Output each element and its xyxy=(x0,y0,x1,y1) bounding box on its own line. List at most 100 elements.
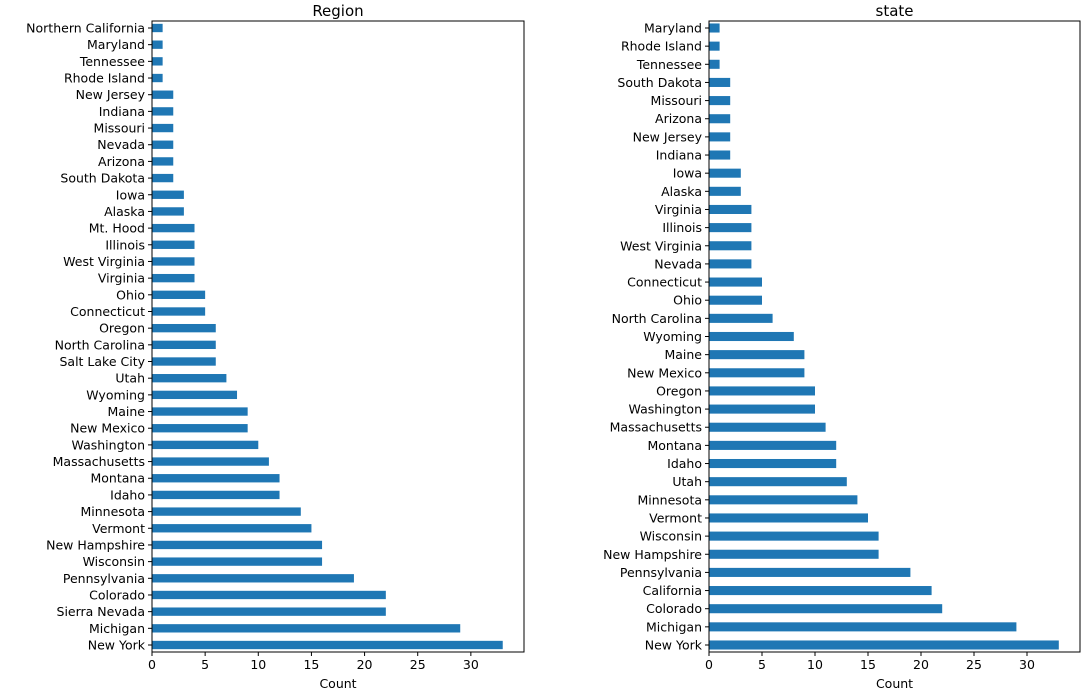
x-tick-label-region-15: 15 xyxy=(303,657,319,672)
bar-region-missouri xyxy=(152,123,174,133)
x-tick-label-region-30: 30 xyxy=(463,657,479,672)
bar-state-maryland xyxy=(709,23,720,33)
y-tick-label-state-indiana: Indiana xyxy=(656,148,702,163)
y-tick-label-region-wisconsin: Wisconsin xyxy=(83,554,145,569)
y-tick-label-region-minnesota: Minnesota xyxy=(80,504,145,519)
y-tick-label-region-missouri: Missouri xyxy=(94,121,145,136)
chart-state: New York Michigan Colorado California Pennsy… xyxy=(603,2,1081,691)
bar-state-rhode-island xyxy=(709,41,720,51)
x-tick-label-state-25: 25 xyxy=(966,657,982,672)
y-tick-label-state-wyoming: Wyoming xyxy=(643,329,702,344)
y-tick-label-region-wyoming: Wyoming xyxy=(86,387,145,402)
bar-state-new-jersey xyxy=(709,132,731,142)
bar-region-virginia xyxy=(152,273,195,283)
y-tick-label-state-maryland: Maryland xyxy=(644,21,702,36)
bar-region-mt-hood xyxy=(152,223,195,233)
x-tick-label-region-10: 10 xyxy=(250,657,266,672)
y-tick-label-state-washington: Washington xyxy=(629,402,702,417)
y-tick-label-state-missouri: Missouri xyxy=(651,93,702,108)
bar-state-minnesota xyxy=(709,495,858,505)
bar-region-new-jersey xyxy=(152,90,174,99)
y-tick-label-region-new-hampshire: New Hampshire xyxy=(46,537,145,552)
y-tick-label-state-massachusetts: Massachusetts xyxy=(610,420,702,435)
bar-state-ohio xyxy=(709,295,762,305)
y-tick-label-state-south-dakota: South Dakota xyxy=(617,75,702,90)
y-tick-label-state-iowa: Iowa xyxy=(673,166,702,181)
y-tick-label-state-montana: Montana xyxy=(648,438,703,453)
y-tick-label-region-indiana: Indiana xyxy=(99,104,145,119)
y-tick-label-state-wisconsin: Wisconsin xyxy=(640,529,702,544)
bar-state-south-dakota xyxy=(709,77,731,87)
y-tick-label-region-new-york: New York xyxy=(88,638,146,653)
x-tick-label-state-0: 0 xyxy=(705,657,713,672)
chart-title-region: Region xyxy=(312,2,363,20)
y-tick-label-region-south-dakota: South Dakota xyxy=(60,171,145,186)
bar-region-washington xyxy=(152,440,259,450)
bar-state-indiana xyxy=(709,150,731,160)
axes-frame-region xyxy=(151,20,525,653)
y-tick-label-region-colorado: Colorado xyxy=(89,587,145,602)
y-tick-label-state-north-carolina: North Carolina xyxy=(612,311,702,326)
bar-region-new-hampshire xyxy=(152,540,323,550)
x-axis-label-state: Count xyxy=(876,676,913,691)
y-tick-label-region-maine: Maine xyxy=(107,404,145,419)
bar-region-minnesota xyxy=(152,507,301,516)
bar-region-sierra-nevada xyxy=(152,607,386,616)
bar-state-nevada xyxy=(709,259,752,269)
bar-region-northern-california xyxy=(152,23,163,33)
y-tick-label-region-connecticut: Connecticut xyxy=(70,304,145,319)
y-tick-label-region-maryland: Maryland xyxy=(87,37,145,52)
bar-region-connecticut xyxy=(152,307,206,316)
y-tick-label-state-connecticut: Connecticut xyxy=(627,275,702,290)
y-tick-label-region-mt-hood: Mt. Hood xyxy=(89,221,145,236)
bar-state-massachusetts xyxy=(709,422,826,432)
x-tick-label-state-10: 10 xyxy=(807,657,823,672)
y-tick-label-state-ohio: Ohio xyxy=(673,293,702,308)
x-tick-label-region-5: 5 xyxy=(201,657,209,672)
bar-state-idaho xyxy=(709,458,837,469)
bar-state-new-hampshire xyxy=(709,549,879,559)
y-tick-label-region-sierra-nevada: Sierra Nevada xyxy=(57,604,145,619)
bar-region-utah xyxy=(152,374,227,383)
y-tick-label-state-virginia: Virginia xyxy=(655,202,702,217)
bar-region-new-mexico xyxy=(152,424,248,433)
bar-region-salt-lake-city xyxy=(152,357,216,366)
bar-state-wisconsin xyxy=(709,531,879,541)
x-axis-label-region: Count xyxy=(319,676,356,691)
bar-state-vermont xyxy=(709,513,868,523)
x-tick-label-state-20: 20 xyxy=(913,657,929,672)
y-tick-label-region-montana: Montana xyxy=(91,471,146,486)
y-tick-label-state-arizona: Arizona xyxy=(655,111,702,126)
bar-region-vermont xyxy=(152,524,312,533)
y-tick-label-state-utah: Utah xyxy=(672,474,702,489)
bar-region-michigan xyxy=(152,624,461,633)
bar-state-missouri xyxy=(709,96,731,106)
bar-state-new-mexico xyxy=(709,368,805,378)
y-tick-label-region-new-jersey: New Jersey xyxy=(76,87,146,102)
bar-region-alaska xyxy=(152,207,184,216)
bar-state-tennessee xyxy=(709,59,720,69)
y-tick-label-state-alaska: Alaska xyxy=(661,184,702,199)
y-tick-label-state-michigan: Michigan xyxy=(646,619,702,634)
chart-region: New York Michigan Sierra Nevada ColoradoPen… xyxy=(26,2,525,691)
bar-state-alaska xyxy=(709,186,741,196)
bar-state-colorado xyxy=(709,604,943,614)
bar-region-indiana xyxy=(152,107,174,116)
y-tick-label-region-michigan: Michigan xyxy=(89,621,145,636)
bar-state-washington xyxy=(709,404,815,414)
y-tick-label-state-rhode-island: Rhode Island xyxy=(621,39,702,54)
y-tick-label-state-illinois: Illinois xyxy=(662,220,702,235)
y-tick-label-state-maine: Maine xyxy=(664,347,702,362)
bar-state-iowa xyxy=(709,168,741,178)
y-tick-label-region-washington: Washington xyxy=(72,437,145,452)
y-tick-label-state-west-virginia: West Virginia xyxy=(620,238,702,253)
bar-region-arizona xyxy=(152,157,174,166)
y-tick-label-region-rhode-island: Rhode Island xyxy=(64,71,145,86)
bar-region-ohio xyxy=(152,290,206,299)
bar-region-west-virginia xyxy=(152,257,195,266)
y-tick-label-state-new-hampshire: New Hampshire xyxy=(603,547,702,562)
y-tick-label-region-north-carolina: North Carolina xyxy=(55,337,145,352)
bar-region-wisconsin xyxy=(152,557,323,566)
bar-state-maine xyxy=(709,350,805,360)
bar-region-new-york xyxy=(152,640,503,650)
